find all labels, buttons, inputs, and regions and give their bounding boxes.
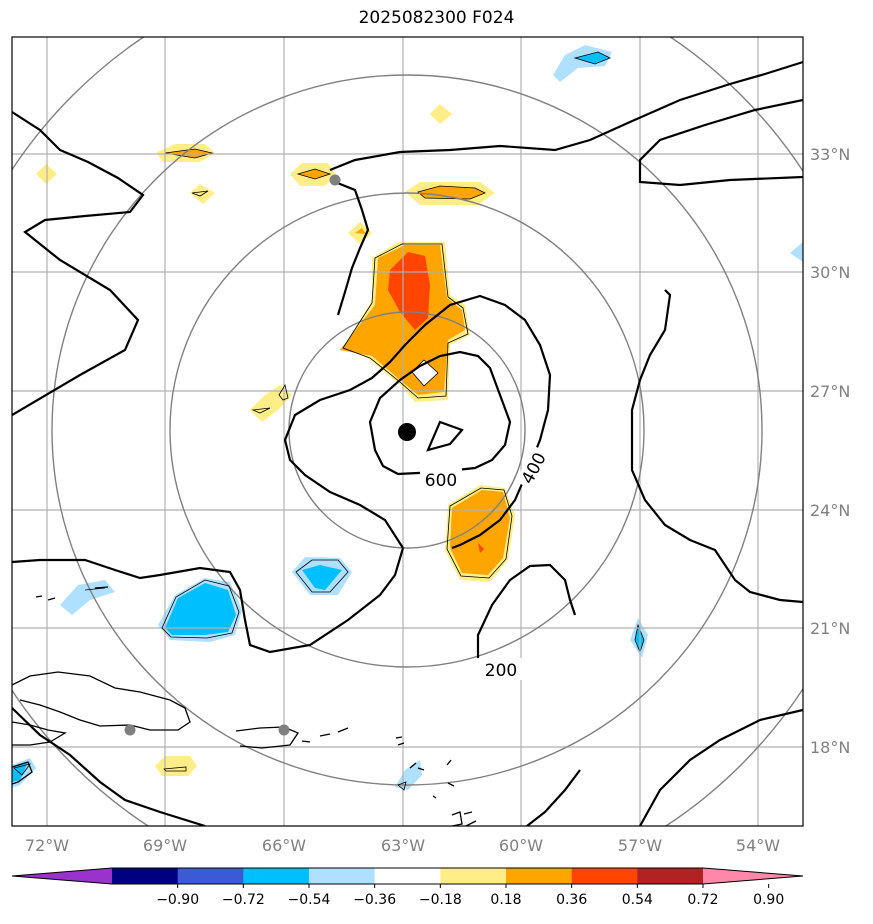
contour-label-600: 600 [425,471,457,491]
colorbar-tick-label: 0.36 [556,892,587,908]
colorbar-bin [243,868,310,884]
colorbar-bin [637,868,704,884]
lat-tick-label: 21°N [810,619,850,638]
colorbar-bin [112,868,179,884]
city-marker [124,724,136,736]
colorbar-tick-label: −0.18 [419,892,462,908]
lon-tick-label: 72°W [25,836,69,855]
negative-shading [12,45,803,790]
lon-tick-label: 66°W [262,836,306,855]
colorbar-tick-label: −0.90 [156,892,199,908]
colorbar-bin [571,868,638,884]
lon-tick-label: 54°W [736,836,780,855]
city-marker [278,724,290,736]
lat-tick-label: 30°N [810,263,850,282]
colorbar-tick-label: 0.54 [622,892,653,908]
lon-tick-label: 60°W [499,836,543,855]
colorbar-tick-label: −0.54 [288,892,331,908]
colorbar-bin [177,868,244,884]
contours [12,60,803,826]
colorbar: −0.90 −0.72 −0.54 −0.36 −0.18 0.18 0.36 0.54 0.7… [11,867,804,908]
colorbar-tick-label: −0.36 [353,892,396,908]
colorbar-tick-label: 0.18 [490,892,521,908]
positive-shading [36,104,515,776]
city-marker [329,174,341,186]
colorbar-bin [309,868,376,884]
contour-label-bg [515,445,552,491]
lon-tick-label: 57°W [618,836,662,855]
colorbar-tick-label: 0.72 [687,892,718,908]
lon-tick-label: 69°W [143,836,187,855]
lat-tick-label: 27°N [810,382,850,401]
colorbar-tick-label: −0.72 [222,892,265,908]
contour-label-200: 200 [485,661,517,681]
colorbar-tick-label: 0.90 [753,892,784,908]
colorbar-bin [374,868,441,884]
colorbar-outline [11,867,804,885]
lat-tick-label: 18°N [810,738,850,757]
colorbar-extend-high [703,868,803,884]
lat-tick-label: 24°N [810,501,850,520]
colorbar-bin [440,868,507,884]
contour-label-bg [480,658,522,680]
distance-rings [12,37,803,826]
lat-ticks: 33°N 30°N 27°N 24°N 21°N 18°N [810,145,850,757]
shading-outlines [13,190,513,791]
colorbar-bin [506,868,573,884]
lon-tick-label: 63°W [381,836,425,855]
map-title: 2025082300 F024 [358,8,515,28]
lat-tick-label: 33°N [810,145,850,164]
storm-center-marker [398,423,416,441]
contour-label-bg [420,468,462,490]
coastlines [12,586,477,826]
map-frame [11,36,804,827]
colorbar-extend-low [12,868,112,884]
lon-ticks: 72°W 69°W 66°W 63°W 60°W 57°W 54°W [25,836,780,855]
